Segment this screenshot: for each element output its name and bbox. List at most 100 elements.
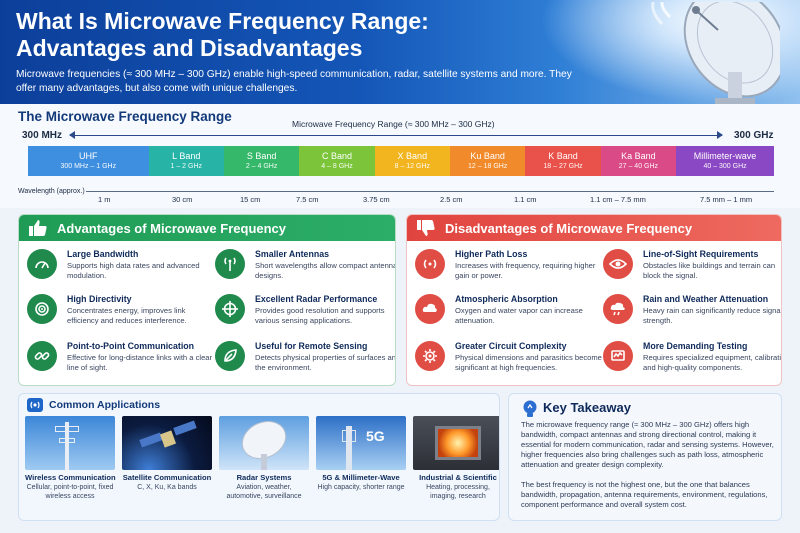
band-8: Millimeter-wave 40 – 300 GHz <box>676 146 775 176</box>
link-icon <box>27 341 57 371</box>
advantages-item-title: High Directivity <box>67 294 132 304</box>
band-range: 18 – 27 GHz <box>543 163 583 170</box>
wavelength-label: 30 cm <box>172 195 193 204</box>
band-name: S Band <box>246 151 277 161</box>
band-range: 27 – 40 GHz <box>618 163 659 170</box>
advantages-item-title: Large Bandwidth <box>67 249 139 259</box>
advantages-item-title: Smaller Antennas <box>255 249 329 259</box>
advantages-item-title: Useful for Remote Sensing <box>255 341 368 351</box>
band-6: K Band 18 – 27 GHz <box>525 146 601 176</box>
disadvantages-item-title: Greater Circuit Complexity <box>455 341 567 351</box>
range-high-label: 300 GHz <box>734 130 774 141</box>
wavelength-label: 7.5 cm <box>296 195 319 204</box>
advantages-title: Advantages of Microwave Frequency <box>57 221 287 236</box>
wavelength-title: Wavelength (approx.) <box>18 188 85 195</box>
band-name: X Band <box>397 151 428 161</box>
band-range: 8 – 12 GHz <box>394 163 431 170</box>
application-item: Industrial & Scientific Heating, processi… <box>413 416 499 516</box>
application-image <box>413 416 499 470</box>
takeaway-title: Key Takeaway <box>543 400 631 415</box>
wavelength-label: 7.5 mm – 1 mm <box>700 195 753 204</box>
advantages-item-desc: Detects physical properties of surfaces … <box>255 353 396 372</box>
band-2: S Band 2 – 4 GHz <box>223 146 300 176</box>
application-desc: C, X, Ku, Ka bands <box>137 484 197 491</box>
band-name: UHF <box>79 151 98 161</box>
application-item: Radar Systems Aviation, weather, automoti… <box>219 416 309 516</box>
thumbs-up-icon <box>29 220 47 236</box>
application-title: Wireless Communication <box>25 473 116 482</box>
wavelength-label: 1 m <box>98 195 111 204</box>
disadvantages-item-desc: Requires specialized equipment, calibrat… <box>643 353 782 372</box>
applications-title: Common Applications <box>49 398 161 411</box>
advantages-item-title: Point-to-Point Communication <box>67 341 195 351</box>
application-desc: Heating, processing, imaging, research <box>426 484 490 500</box>
disadvantages-item-title: Atmospheric Absorption <box>455 294 558 304</box>
gear-icon <box>415 341 445 371</box>
lightbulb-icon <box>523 400 537 417</box>
satellite-dish-icon <box>651 2 780 104</box>
applications-header: Common Applications <box>27 398 160 412</box>
page-subtitle: Microwave frequencies (≈ 300 MHz – 300 G… <box>16 69 572 94</box>
leaf-icon <box>215 341 245 371</box>
advantages-item-title: Excellent Radar Performance <box>255 294 378 304</box>
wavelength-axis <box>86 191 774 192</box>
application-item: Wireless Communication Cellular, point-to… <box>25 416 116 516</box>
target-icon <box>27 294 57 324</box>
applications-card: Common Applications Wireless Communicati… <box>18 393 500 521</box>
disadvantages-item-desc: Oxygen and water vapor can increase atte… <box>455 306 583 325</box>
advantages-item-desc: Supports high data rates and advanced mo… <box>67 261 200 280</box>
band-range: 1 – 2 GHz <box>170 163 202 170</box>
wavelength-label: 1.1 cm – 7.5 mm <box>590 195 646 204</box>
advantages-header: Advantages of Microwave Frequency <box>19 215 395 241</box>
band-range: 12 – 18 GHz <box>468 163 508 170</box>
wavelength-label: 1.1 cm <box>514 195 537 204</box>
advantages-item-desc: Short wavelengths allow compact antenna … <box>255 261 396 280</box>
band-name: Millimeter-wave <box>693 151 757 161</box>
application-image <box>122 416 212 470</box>
disadvantages-header: Disadvantages of Microwave Frequency <box>407 215 781 241</box>
eye-icon <box>603 249 633 279</box>
signal-icon <box>415 249 445 279</box>
crosshair-icon <box>215 294 245 324</box>
takeaway-paragraph-2: The best frequency is not the highest on… <box>521 480 768 509</box>
thumbs-down-icon <box>417 220 435 236</box>
application-image: 5G <box>316 416 406 470</box>
5g-badge: 5G <box>366 428 385 444</box>
band-range: 40 – 300 GHz <box>703 163 747 170</box>
wavelength-label: 15 cm <box>240 195 261 204</box>
application-title: Satellite Communication <box>122 473 212 482</box>
application-desc: Cellular, point-to-point, fixed wireless… <box>26 484 114 500</box>
application-image <box>219 416 309 470</box>
disadvantages-title: Disadvantages of Microwave Frequency <box>445 221 693 236</box>
wavelength-label: 2.5 cm <box>440 195 463 204</box>
application-desc: Aviation, weather, automotive, surveilla… <box>226 484 302 500</box>
disadvantages-item-title: Line-of-Sight Requirements <box>643 249 759 259</box>
band-strip: UHF 300 MHz – 1 GHz L Band 1 – 2 GHz S Band 2… <box>28 146 775 176</box>
range-low-label: 300 MHz <box>22 130 63 141</box>
application-title: Radar Systems <box>236 473 292 482</box>
antenna-icon <box>215 249 245 279</box>
band-name: Ku Band <box>470 151 505 161</box>
cloud-icon <box>415 294 445 324</box>
application-desc: High capacity, shorter range <box>317 484 405 491</box>
band-7: Ka Band 27 – 40 GHz <box>600 146 677 176</box>
band-1: L Band 1 – 2 GHz <box>148 146 224 176</box>
frequency-range-section: The Microwave Frequency Range 300 MHz Mi… <box>0 104 800 208</box>
band-4: X Band 8 – 12 GHz <box>374 146 450 176</box>
advantages-item-desc: Concentrates energy, improves link effic… <box>67 306 187 325</box>
disadvantages-item-title: More Demanding Testing <box>643 341 748 351</box>
disadvantages-item-desc: Obstacles like buildings and terrain can… <box>643 261 776 280</box>
band-name: K Band <box>548 151 578 161</box>
disadvantages-item-title: Higher Path Loss <box>455 249 528 259</box>
advantages-card: Advantages of Microwave Frequency Large … <box>18 214 396 386</box>
disadvantages-item-desc: Increases with frequency, requiring high… <box>455 261 596 280</box>
band-range: 2 – 4 GHz <box>245 163 278 170</box>
band-3: C Band 4 – 8 GHz <box>299 146 375 176</box>
application-item: Satellite Communication C, X, Ku, Ka band… <box>122 416 212 516</box>
range-arrow-label: Microwave Frequency Range (≈ 300 MHz – 3… <box>290 119 497 129</box>
advantages-item-desc: Provides good resolution and supports va… <box>255 306 385 325</box>
advantages-item-desc: Effective for long-distance links with a… <box>67 353 213 372</box>
range-title: The Microwave Frequency Range <box>18 109 232 124</box>
rain-icon <box>603 294 633 324</box>
disadvantages-item-desc: Heavy rain can significantly reduce sign… <box>643 306 782 325</box>
